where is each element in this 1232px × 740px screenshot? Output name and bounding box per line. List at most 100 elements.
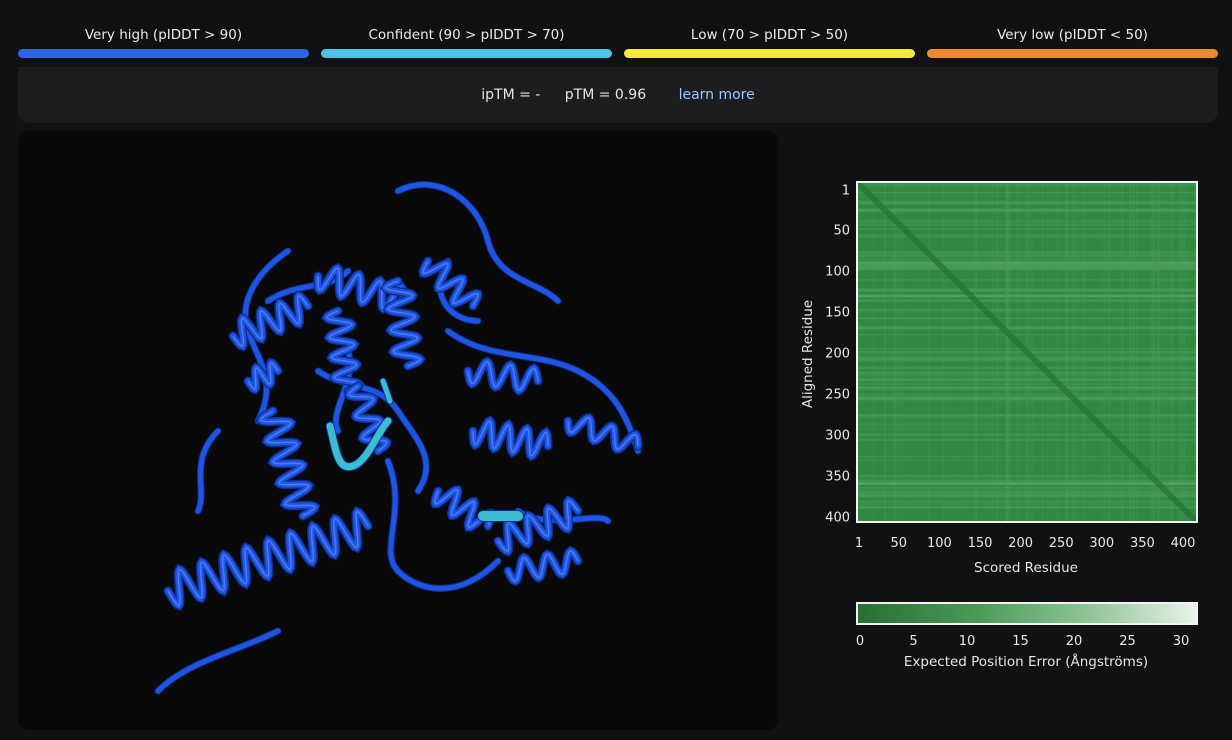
heatmap-band	[858, 387, 1196, 391]
heatmap-band	[858, 502, 1196, 505]
heatmap-band	[858, 490, 1196, 492]
heatmap-band	[858, 317, 1196, 320]
helix-segment	[321, 306, 365, 396]
heatmap-band	[964, 183, 966, 521]
y-tick-label: 350	[825, 469, 850, 485]
helix-segment	[243, 357, 283, 395]
helix-highlight	[232, 294, 309, 348]
heatmap-band	[858, 500, 1196, 503]
helix-highlight	[325, 310, 361, 392]
heatmap-band	[858, 479, 1196, 481]
x-tick-label: 50	[890, 536, 908, 551]
heatmap-band	[1135, 183, 1138, 521]
learn-more-link[interactable]: learn more	[678, 87, 755, 103]
heatmap-band	[1065, 183, 1067, 521]
x-tick-label: 100	[926, 536, 952, 551]
y-tick-label: 300	[825, 428, 850, 444]
heatmap-band	[858, 398, 1196, 402]
loop-ribbon	[242, 248, 291, 424]
heatmap-band	[997, 183, 999, 521]
y-tick-label: 150	[825, 305, 850, 321]
heatmap-band	[858, 294, 1196, 298]
heatmap-band	[858, 378, 1196, 382]
heatmap-band	[1178, 183, 1181, 521]
heatmap-band	[1004, 183, 1007, 521]
heatmap-band	[942, 183, 945, 521]
heatmap-band	[897, 183, 901, 521]
heatmap-band	[858, 492, 1196, 496]
protein-ribbon-render[interactable]	[18, 131, 778, 730]
heatmap-band	[899, 183, 901, 521]
heatmap-band	[858, 386, 1196, 389]
heatmap-band	[858, 489, 1196, 493]
heatmap-band	[858, 357, 1196, 359]
helix-segment	[503, 545, 583, 587]
heatmap-band	[1164, 183, 1166, 521]
heatmap-band	[858, 422, 1196, 425]
colorbar-label: Expected Position Error (Ångströms)	[903, 654, 1149, 670]
heatmap-band	[858, 327, 1196, 330]
colorbar-tick-label: 0	[855, 634, 865, 649]
heatmap-band	[858, 261, 1196, 266]
heatmap-band	[858, 455, 1196, 458]
heatmap-band	[1193, 183, 1196, 521]
pae-heatmap[interactable]	[856, 181, 1198, 523]
heatmap-band	[858, 254, 1196, 257]
heatmap-band	[858, 266, 1196, 270]
loop-ribbon	[155, 628, 281, 694]
legend-very-low: Very low (pIDDT < 50)	[927, 26, 1218, 60]
loop-ribbon	[445, 328, 641, 454]
y-tick-label: 1	[841, 183, 850, 199]
heatmap-band	[858, 371, 1196, 375]
heatmap-band	[858, 334, 1196, 336]
heatmap-band	[1103, 183, 1107, 521]
heatmap-band	[858, 219, 1196, 221]
heatmap-band	[873, 183, 875, 521]
helix-highlight	[167, 510, 369, 607]
helix-segment	[418, 256, 483, 311]
heatmap-band	[1187, 183, 1190, 521]
heatmap-band	[858, 209, 1196, 212]
heatmap-band	[858, 251, 1196, 255]
helix-highlight	[384, 280, 422, 367]
helix-highlight	[507, 550, 579, 582]
heatmap-band	[1170, 183, 1174, 521]
pae-heatmap-cells	[858, 183, 1196, 521]
heatmap-band	[1005, 183, 1009, 521]
helix-segment	[255, 406, 321, 521]
heatmap-band	[992, 183, 994, 521]
heatmap-band	[858, 294, 1196, 297]
heatmap-band	[858, 183, 1196, 186]
colorbar-tick-label: 30	[1172, 634, 1190, 649]
heatmap-band	[1152, 183, 1156, 521]
score-row: ipTM = - pTM = 0.96 learn more	[18, 67, 1218, 123]
heatmap-band	[858, 459, 1196, 461]
heatmap-band	[858, 234, 1196, 238]
pae-colorbar	[856, 602, 1198, 625]
y-axis-title: Aligned Residue	[800, 299, 816, 409]
heatmap-diagonal	[858, 183, 1196, 521]
heatmap-band	[858, 487, 1196, 489]
heatmap-band	[973, 183, 978, 521]
heatmap-band	[1101, 183, 1103, 521]
x-tick-label: 250	[1048, 536, 1074, 551]
heatmap-band	[858, 325, 1196, 329]
heatmap-band	[858, 474, 1196, 478]
heatmap-band	[1153, 183, 1155, 521]
x-tick-label: 350	[1129, 536, 1155, 551]
heatmap-band	[995, 183, 999, 521]
heatmap-band	[858, 359, 1196, 362]
heatmap-band	[858, 267, 1196, 271]
heatmap-band	[858, 209, 1196, 213]
plddt-legend: Very high (pIDDT > 90) Confident (90 > p…	[18, 26, 1218, 60]
heatmap-band	[858, 191, 1196, 194]
structure-viewer[interactable]	[18, 131, 778, 730]
helix-highlight	[567, 417, 639, 450]
y-tick-label: 250	[825, 387, 850, 403]
heatmap-band	[858, 424, 1196, 427]
heatmap-band	[1030, 183, 1034, 521]
heatmap-band	[858, 495, 1196, 498]
heatmap-band	[858, 357, 1196, 360]
helix-segment	[163, 505, 373, 612]
legend-label: Very low (pIDDT < 50)	[997, 27, 1148, 43]
